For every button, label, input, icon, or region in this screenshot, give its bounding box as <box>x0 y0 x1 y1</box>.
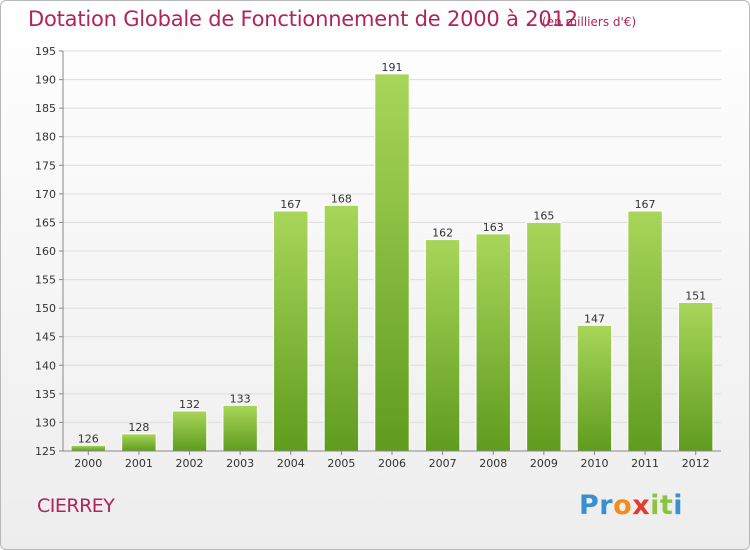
data-label-2010: 147 <box>584 312 605 325</box>
data-label-2003: 133 <box>230 392 251 405</box>
y-tick-label: 165 <box>35 216 56 229</box>
bar-2004 <box>273 210 309 452</box>
bar-2003 <box>222 404 258 452</box>
y-tick-label: 135 <box>35 388 56 401</box>
bar-2006 <box>374 73 410 452</box>
bar-2012 <box>677 301 714 452</box>
chart-title: Dotation Globale de Fonctionnement de 20… <box>28 7 578 31</box>
y-tick-label: 125 <box>35 445 56 458</box>
y-tick-label: 145 <box>35 331 56 344</box>
x-tick-label: 2003 <box>226 457 254 470</box>
y-tick-label: 175 <box>35 159 56 172</box>
proxiti-logo: Proxiti <box>579 490 683 521</box>
y-tick-label: 130 <box>35 416 56 429</box>
data-label-2008: 163 <box>483 221 504 234</box>
data-label-2002: 132 <box>179 398 200 411</box>
commune-name: CIERREY <box>37 495 115 517</box>
data-label-2000: 126 <box>78 432 99 445</box>
logo-letter: r <box>599 490 614 521</box>
bar-2002 <box>171 410 208 452</box>
x-tick-label: 2002 <box>176 457 204 470</box>
bar-2008 <box>475 233 511 452</box>
x-tick-label: 2010 <box>580 457 608 470</box>
axes <box>59 50 721 455</box>
y-tick-label: 190 <box>35 74 56 87</box>
chart-subtitle: (en milliers d'€) <box>542 15 637 29</box>
bars <box>70 73 714 452</box>
y-tick-label: 160 <box>35 245 56 258</box>
logo-letter: P <box>579 490 600 521</box>
y-tick-label: 195 <box>35 45 56 58</box>
x-tick-label: 2007 <box>429 457 457 470</box>
bar-2000 <box>70 444 107 452</box>
data-label-2004: 167 <box>280 198 301 211</box>
y-tick-label: 170 <box>35 188 56 201</box>
y-tick-label: 140 <box>35 359 56 372</box>
data-label-2005: 168 <box>331 192 352 205</box>
data-label-2007: 162 <box>432 227 453 240</box>
x-tick-label: 2004 <box>277 457 305 470</box>
bar-2010 <box>576 324 613 452</box>
logo-letter: t <box>659 490 674 521</box>
logo-letter: o <box>613 490 633 521</box>
x-tick-label: 2006 <box>378 457 406 470</box>
y-tick-label: 180 <box>35 131 56 144</box>
logo-letter: x <box>632 490 651 521</box>
x-tick-label: 2005 <box>327 457 355 470</box>
x-tick-label: 2008 <box>479 457 507 470</box>
x-tick-label: 2000 <box>74 457 102 470</box>
data-label-2006: 191 <box>382 61 403 74</box>
bar-2007 <box>424 239 461 452</box>
labels: 125 130 135 140 145 150 155 160 165 170 175 180 185 1… <box>35 45 710 470</box>
y-tick-label: 150 <box>35 302 56 315</box>
logo-letter: i <box>673 490 684 521</box>
y-tick-label: 155 <box>35 274 56 287</box>
bar-2005 <box>323 204 360 452</box>
y-tick-label: 185 <box>35 102 56 115</box>
x-tick-label: 2012 <box>682 457 710 470</box>
bar-2011 <box>627 210 663 452</box>
data-label-2011: 167 <box>635 198 656 211</box>
bar-2009 <box>526 221 562 452</box>
x-tick-label: 2001 <box>125 457 153 470</box>
data-label-2009: 165 <box>533 209 554 222</box>
data-label-2001: 128 <box>128 421 149 434</box>
logo-letter: i <box>650 490 660 521</box>
data-label-2012: 151 <box>685 289 706 302</box>
x-tick-label: 2011 <box>631 457 659 470</box>
bar-2001 <box>121 433 157 452</box>
x-tick-label: 2009 <box>530 457 558 470</box>
